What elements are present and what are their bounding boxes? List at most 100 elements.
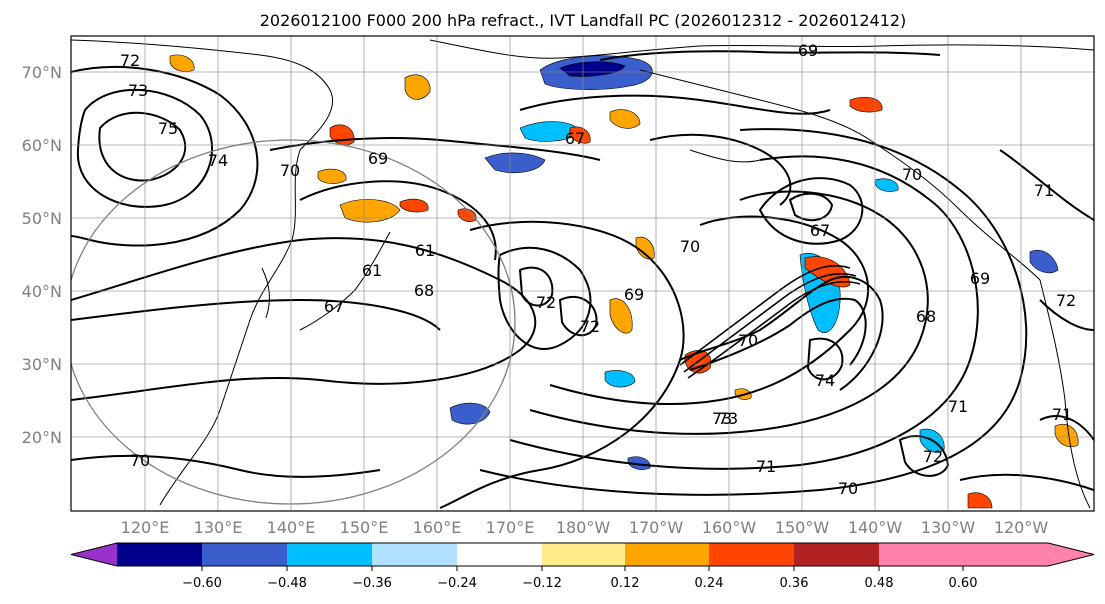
contour-line [518,266,554,307]
contour-label: 72 [536,293,556,312]
lon-label: 170°W [629,518,684,537]
anomaly-blob-positive [609,109,641,129]
contour-label: 68 [414,281,434,300]
anomaly-blob-positive [967,492,993,509]
colorbar-extend-right [879,543,1094,566]
contour-line [758,177,864,245]
contour-line [649,133,792,206]
colorbar-tick-label: −0.48 [267,576,307,591]
colorbar-tick-label: 0.60 [949,576,978,591]
coastline-asia [71,39,334,506]
colorbar-tick-label: −0.12 [522,576,562,591]
anomaly-blob-positive [339,199,401,223]
map-frame [70,35,1095,512]
contour-line [549,215,869,406]
contour-line [959,473,1094,491]
contour-label: 70 [902,165,922,184]
contour-label: 71 [1034,181,1054,200]
colorbar-tick-label: −0.36 [352,576,392,591]
colorbar-segment [625,543,709,566]
latitude-labels: 70°N 60°N 50°N 40°N 30°N 20°N [22,63,62,447]
colorbar-segment [202,543,287,566]
anomaly-blob-positive [609,298,633,334]
anomaly-blob-negative [627,456,651,470]
contour-label: 68 [916,307,936,326]
colorbar-segment [794,543,879,566]
colorbar-ticks [201,566,964,571]
colorbar: −0.60 −0.48 −0.36 −0.24 −0.12 0.12 0.24 … [70,542,1095,591]
contour-label: 67 [565,129,585,148]
contour-label: 61 [362,261,382,280]
jet-contour [679,265,851,366]
contour-label: 69 [970,269,990,288]
colorbar-tick-label: 0.24 [695,576,724,591]
contour-line [788,192,834,222]
lon-label: 120°W [994,518,1049,537]
contour-label: 70 [280,161,300,180]
contour-line [71,454,381,478]
contour-line [529,190,929,435]
anomaly-blob-negative-core [559,61,626,77]
colorbar-tick-label: −0.60 [182,576,222,591]
jet-contours [679,265,861,379]
anomaly-blob-positive [399,198,429,213]
lon-label: 160°E [413,518,462,537]
colorbar-segment [372,543,457,566]
anomaly-blob-positive [1054,424,1079,448]
lat-label: 30°N [22,355,62,374]
contour-label: 73 [128,81,148,100]
lon-label: 160°W [702,518,757,537]
contour-label: 72 [923,447,943,466]
coastlines [71,39,1094,509]
anomaly-blob-negative [1029,250,1059,274]
arctic-coast [429,39,1094,59]
colorbar-outline [70,542,1095,567]
anomaly-blob-positive [404,74,431,100]
colorbar-segment [709,543,794,566]
anomaly-blob-negative [484,152,546,173]
anomaly-blob-negative [874,178,899,192]
colorbar-segment [287,543,372,566]
longitude-labels: 120°E 130°E 140°E 150°E 160°E 170°E 180°… [121,518,1049,537]
colorbar-tick-label: 0.36 [780,576,809,591]
anomaly-blob-positive [804,256,851,288]
contour-lines [71,50,1094,509]
colorbar-extend-left [71,543,117,566]
lat-label: 50°N [22,209,62,228]
contour-label: 70 [738,331,758,350]
coastline-north-america [1039,279,1091,509]
colorbar-segment [457,543,542,566]
contour-line [519,94,831,115]
contour-label: 71 [756,457,776,476]
contour-label: 71 [948,397,968,416]
colorbar-segment [542,543,625,566]
contour-label: 69 [624,285,644,304]
lon-label: 140°E [267,518,316,537]
contour-line [1039,299,1094,331]
lat-label: 60°N [22,136,62,155]
contour-label: 70 [838,479,858,498]
anomaly-blob-positive [569,126,591,144]
contour-line [479,128,1028,496]
coastline-japan [299,231,391,331]
contour-label: 70 [130,451,150,470]
jet-contour [683,273,857,373]
anomaly-blob-positive [849,97,883,113]
colorbar-segment [117,543,202,566]
contour-label: 67 [810,221,830,240]
lat-label: 40°N [22,282,62,301]
lon-label: 170°E [486,518,535,537]
contour-label: 73 [718,409,738,428]
contour-label: 72 [1056,291,1076,310]
jet-contour [687,280,861,379]
colorbar-tick-label: 0.12 [611,576,640,591]
contour-label: 72 [580,317,600,336]
contour-line [999,149,1094,221]
contour-line [679,275,884,391]
contour-line [71,237,537,401]
lon-label: 150°E [340,518,389,537]
coastline-korea [261,267,270,319]
contour-line [599,50,941,61]
contour-line [71,65,259,247]
contour-label: 71 [1052,405,1072,424]
